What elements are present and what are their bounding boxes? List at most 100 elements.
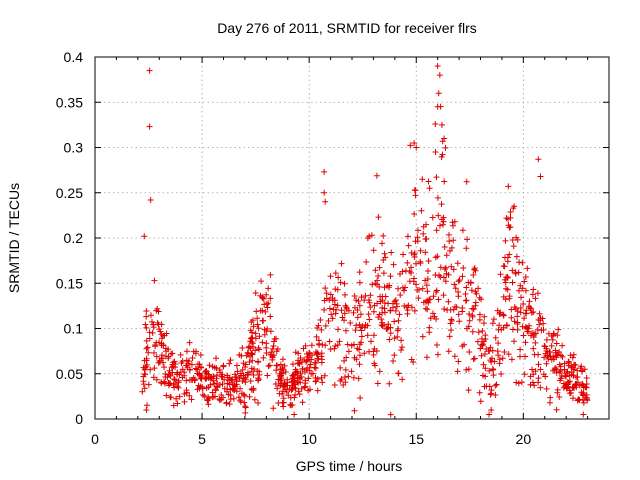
data-point (482, 332, 489, 339)
data-point (357, 311, 364, 318)
data-point (503, 322, 510, 329)
data-point (577, 365, 584, 372)
data-point (471, 266, 478, 273)
data-point (278, 372, 285, 379)
data-point (246, 393, 253, 400)
data-point (235, 394, 242, 401)
data-point (399, 344, 406, 351)
x-axis-title: GPS time / hours (296, 458, 403, 474)
x-tick-label: 15 (408, 431, 424, 447)
data-point (313, 333, 320, 340)
data-point (149, 329, 156, 336)
data-point (522, 353, 529, 360)
data-point (387, 273, 394, 280)
data-point (463, 284, 470, 291)
data-point (476, 316, 483, 323)
data-point (517, 309, 524, 316)
data-point (435, 212, 442, 219)
data-point (579, 368, 586, 375)
data-point (295, 388, 302, 395)
data-point (242, 364, 249, 371)
data-point (502, 279, 509, 286)
data-point (241, 392, 248, 399)
data-point (381, 300, 388, 307)
data-point (262, 308, 269, 315)
data-point (257, 307, 264, 314)
data-point (450, 306, 457, 313)
data-point (556, 393, 563, 400)
data-point (370, 247, 377, 254)
data-point (497, 271, 504, 278)
data-point (459, 227, 466, 234)
data-point (423, 282, 430, 289)
data-point (342, 327, 349, 334)
data-point (553, 340, 560, 347)
data-point (341, 291, 348, 298)
data-point (522, 339, 529, 346)
data-point (426, 329, 433, 336)
data-point (197, 351, 204, 358)
x-tick-label: 20 (516, 431, 532, 447)
data-point (489, 320, 496, 327)
data-point (532, 339, 539, 346)
data-point (478, 296, 485, 303)
data-point (508, 356, 515, 363)
data-point (387, 307, 394, 314)
data-point (233, 362, 240, 369)
data-point (463, 178, 470, 185)
data-point (486, 411, 493, 418)
data-point (488, 406, 495, 413)
data-point (445, 348, 452, 355)
data-point (391, 352, 398, 359)
data-point (361, 350, 368, 357)
data-point (499, 355, 506, 362)
data-point (319, 379, 326, 386)
data-point (249, 357, 256, 364)
data-point (514, 308, 521, 315)
data-point (492, 382, 499, 389)
data-point (265, 300, 272, 307)
data-point (450, 237, 457, 244)
data-point (253, 308, 260, 315)
data-point (218, 396, 225, 403)
data-point (145, 381, 152, 388)
data-point (143, 345, 150, 352)
data-point (395, 325, 402, 332)
data-point (580, 399, 587, 406)
data-point (248, 335, 255, 342)
data-point (350, 341, 357, 348)
data-point (164, 374, 171, 381)
data-point (358, 294, 365, 301)
data-point (498, 370, 505, 377)
data-point (556, 361, 563, 368)
data-point (387, 330, 394, 337)
data-point (559, 353, 566, 360)
data-point (404, 233, 411, 240)
data-point (158, 331, 165, 338)
data-point (455, 278, 462, 285)
data-point (452, 303, 459, 310)
data-point (448, 317, 455, 324)
data-point (411, 139, 418, 146)
data-point (179, 374, 186, 381)
data-point (366, 299, 373, 306)
data-point (488, 390, 495, 397)
data-point (417, 247, 424, 254)
data-point (411, 307, 418, 314)
data-point (313, 350, 320, 357)
data-point (448, 244, 455, 251)
data-point (195, 361, 202, 368)
data-point (291, 411, 298, 418)
data-point (385, 324, 392, 331)
data-point (193, 366, 200, 373)
data-point (557, 375, 564, 382)
data-point (240, 391, 247, 398)
data-point (379, 319, 386, 326)
data-point (394, 333, 401, 340)
data-point (264, 372, 271, 379)
data-point (511, 318, 518, 325)
data-point (445, 231, 452, 238)
data-point (490, 316, 497, 323)
data-point (475, 285, 482, 292)
data-point (426, 185, 433, 192)
